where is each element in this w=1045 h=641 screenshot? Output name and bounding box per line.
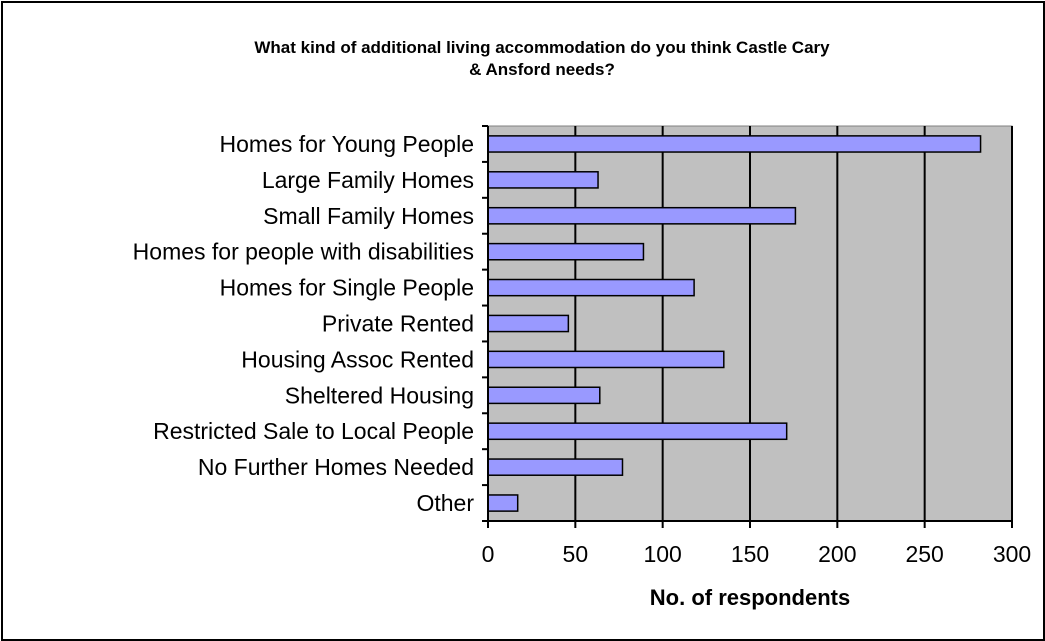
chart-svg: What kind of additional living accommoda…: [133, 38, 1032, 610]
tick-labels: 0 50 100 150 200 250 300: [482, 541, 1032, 567]
bar-0: [487, 135, 982, 153]
x-tick-label: 50: [563, 541, 589, 567]
x-tick-label: 100: [643, 541, 681, 567]
x-tick-label: 200: [818, 541, 856, 567]
bar-7: [487, 386, 601, 405]
bar-3: [487, 242, 645, 261]
category-label: No Further Homes Needed: [198, 454, 474, 480]
category-label: Housing Assoc Rented: [241, 346, 474, 372]
category-label: Restricted Sale to Local People: [153, 418, 474, 444]
bars: [487, 135, 982, 512]
bar-6: [487, 350, 725, 369]
category-label: Sheltered Housing: [285, 382, 474, 408]
category-label: Small Family Homes: [263, 203, 474, 229]
bar-4: [487, 278, 695, 297]
category-label: Homes for Young People: [220, 131, 474, 157]
grid-lines: [574, 126, 1013, 521]
x-tick-label: 150: [731, 541, 769, 567]
bar-8: [487, 422, 788, 441]
x-tick-label: 0: [482, 541, 495, 567]
bar-1: [487, 171, 599, 189]
category-labels: Homes for Young People Large Family Homes…: [133, 131, 475, 516]
category-label: Other: [416, 490, 474, 516]
bar-9: [487, 458, 624, 476]
category-label: Large Family Homes: [262, 167, 474, 193]
chart-title-line-1: What kind of additional living accommoda…: [254, 38, 830, 57]
bar-5: [487, 314, 570, 333]
category-label: Homes for Single People: [220, 275, 474, 301]
axes: [482, 125, 1013, 528]
category-label: Homes for people with disabilities: [133, 239, 474, 265]
x-tick-label: 300: [993, 541, 1031, 567]
bar-10: [487, 494, 519, 512]
x-axis-title: No. of respondents: [650, 585, 850, 610]
x-tick-label: 250: [905, 541, 943, 567]
chart-title-line-2: & Ansford needs?: [469, 60, 615, 79]
bar-2: [487, 206, 797, 225]
category-label: Private Rented: [322, 311, 474, 337]
